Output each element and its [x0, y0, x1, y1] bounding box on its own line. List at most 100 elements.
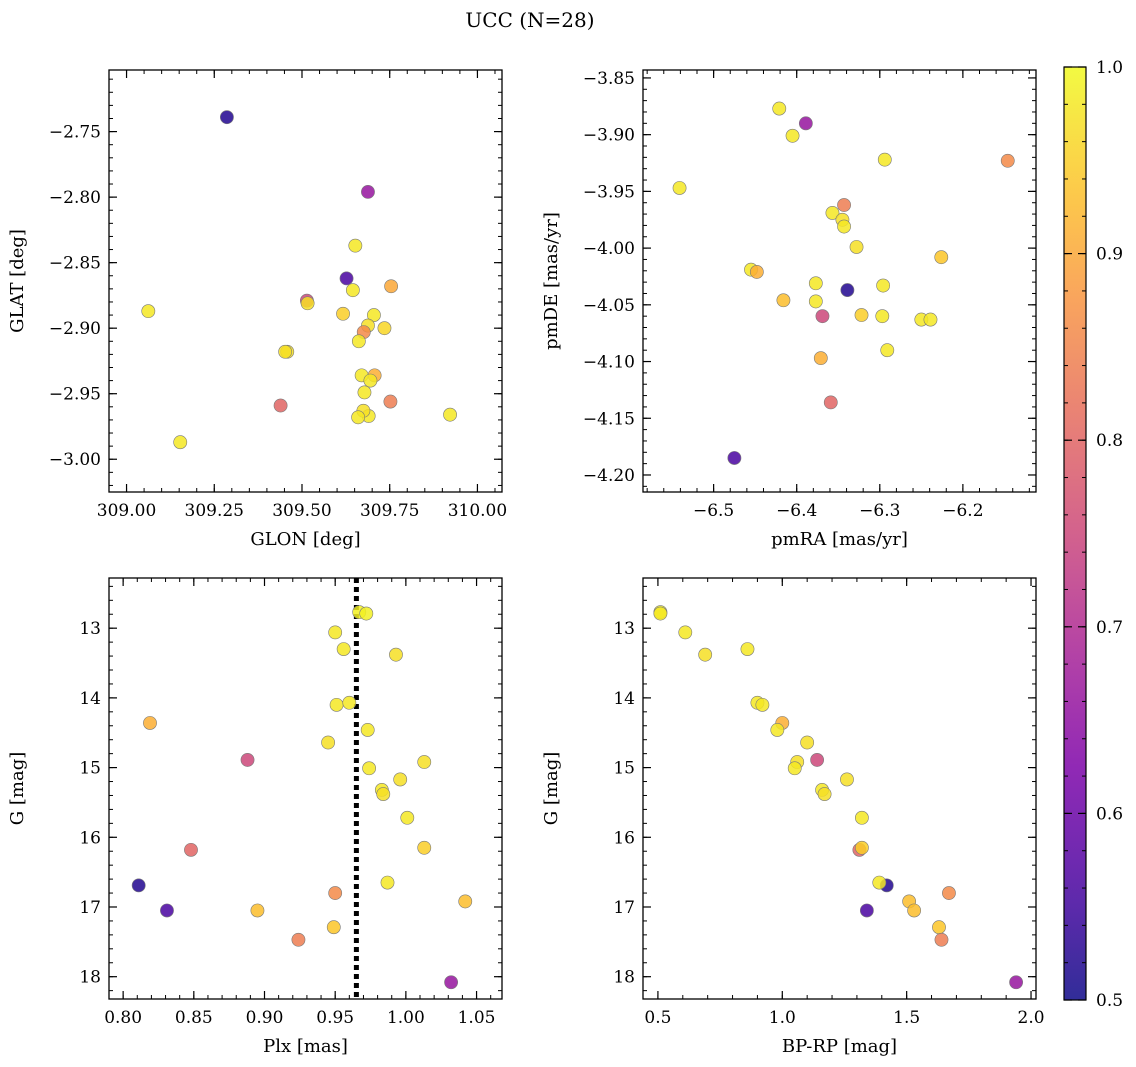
data-point — [141, 304, 156, 319]
data-point — [907, 903, 922, 918]
data-point — [400, 810, 415, 825]
y-tick-label: 14 — [79, 689, 101, 709]
y-tick-label: 15 — [79, 759, 101, 779]
x-tick-label: 0.5 — [644, 1008, 671, 1028]
y-tick-label: −3.95 — [583, 182, 635, 202]
data-point — [361, 184, 375, 199]
data-point — [678, 625, 693, 640]
data-point — [755, 697, 770, 712]
colorbar: 0.5 0.6 0.7 0.8 0.9 1.0 — [1063, 58, 1123, 1011]
data-point — [653, 606, 668, 621]
data-point — [854, 308, 869, 322]
data-point — [377, 321, 392, 336]
x-tick-label: −6.5 — [693, 501, 734, 521]
data-point — [380, 875, 395, 890]
data-point — [393, 772, 408, 787]
y-tick-label: 13 — [613, 619, 635, 639]
data-point — [840, 283, 855, 297]
data-point — [840, 772, 854, 787]
data-point — [1000, 153, 1015, 168]
data-point — [877, 152, 892, 167]
data-point — [376, 787, 391, 801]
data-point — [417, 755, 432, 769]
data-point — [417, 840, 432, 855]
points — [653, 605, 1024, 990]
panel-bprp-g: 0.5 1.0 1.5 2.0 13 14 15 16 17 18 BP-RP [mag] G [ma… — [541, 577, 1045, 1057]
data-point — [444, 975, 459, 990]
y-tick-label: −3.85 — [583, 69, 635, 89]
x-tick-label: 309.00 — [97, 501, 156, 521]
y-axis-label: G [mag] — [541, 752, 562, 825]
minor-ticks — [108, 70, 502, 492]
data-point — [321, 735, 336, 750]
data-point — [300, 296, 315, 311]
data-point — [808, 276, 823, 291]
colorbar-tick-label: 1.0 — [1096, 58, 1123, 78]
figure-title: UCC (N=28) — [465, 8, 594, 32]
minor-ticks — [643, 578, 1036, 999]
y-tick-label: −2.90 — [49, 319, 101, 339]
data-point — [810, 753, 825, 767]
data-point — [389, 647, 403, 662]
x-tick-label: 309.25 — [185, 501, 244, 521]
y-tick-label: −2.75 — [49, 123, 101, 143]
axes-frame — [642, 69, 1037, 493]
data-point — [240, 753, 255, 767]
x-axis-label: BP-RP [mag] — [782, 1036, 897, 1057]
data-point — [932, 920, 946, 935]
data-point — [823, 395, 838, 410]
x-axis-label: pmRA [mas/yr] — [771, 529, 908, 550]
y-tick-label: −4.10 — [583, 353, 635, 373]
x-tick-label: −6.2 — [942, 501, 983, 521]
x-tick-label: 0.90 — [246, 1008, 284, 1028]
axes-frame — [108, 577, 503, 1000]
y-tick-label: 14 — [613, 689, 635, 709]
y-tick-label: −4.20 — [583, 466, 635, 486]
data-point — [849, 240, 864, 254]
data-point — [923, 312, 938, 327]
data-point — [360, 723, 375, 737]
data-point — [934, 250, 949, 265]
x-tick-label: 1.00 — [387, 1008, 425, 1028]
data-point — [798, 116, 813, 131]
data-point — [383, 394, 398, 409]
data-point — [342, 695, 357, 710]
data-point — [859, 903, 874, 918]
data-point — [934, 932, 949, 947]
data-point — [443, 407, 457, 422]
y-axis-label: pmDE [mas/yr] — [541, 212, 562, 350]
data-point — [872, 875, 887, 890]
data-point — [787, 761, 802, 776]
y-tick-label: 18 — [613, 968, 635, 988]
x-tick-label: 1.0 — [769, 1008, 796, 1028]
minor-ticks — [109, 578, 502, 999]
data-point — [160, 903, 174, 918]
data-point — [131, 878, 146, 893]
data-point — [776, 293, 791, 308]
data-point — [351, 410, 366, 425]
y-tick-label: 16 — [613, 828, 635, 848]
scatter-panels: 309.00 309.25 309.50 309.75 310.00 −2.75 −2.80… — [7, 69, 1045, 1057]
data-point — [837, 219, 851, 234]
data-point — [384, 279, 399, 294]
colorbar-tick-label: 0.7 — [1096, 618, 1123, 638]
data-point — [772, 101, 787, 116]
data-point — [875, 309, 890, 324]
data-point — [1009, 975, 1024, 990]
x-tick-label: 309.50 — [272, 501, 331, 521]
x-tick-label: 2.0 — [1018, 1008, 1045, 1028]
y-tick-label: 18 — [79, 968, 101, 988]
data-point — [326, 920, 341, 935]
data-point — [357, 385, 372, 400]
y-tick-label: 17 — [79, 898, 101, 918]
minor-ticks — [643, 70, 1036, 492]
points — [141, 110, 457, 450]
data-point — [880, 343, 895, 358]
x-tick-label: 1.5 — [893, 1008, 920, 1028]
panel-plx-g: 0.80 0.85 0.90 0.95 1.00 1.05 13 14 15 16 17 18 Plx … — [7, 577, 503, 1057]
data-point — [339, 271, 354, 286]
data-point — [800, 735, 815, 750]
colorbar-gradient — [1063, 66, 1087, 1001]
x-tick-label: 0.80 — [104, 1008, 142, 1028]
data-point — [817, 787, 832, 801]
